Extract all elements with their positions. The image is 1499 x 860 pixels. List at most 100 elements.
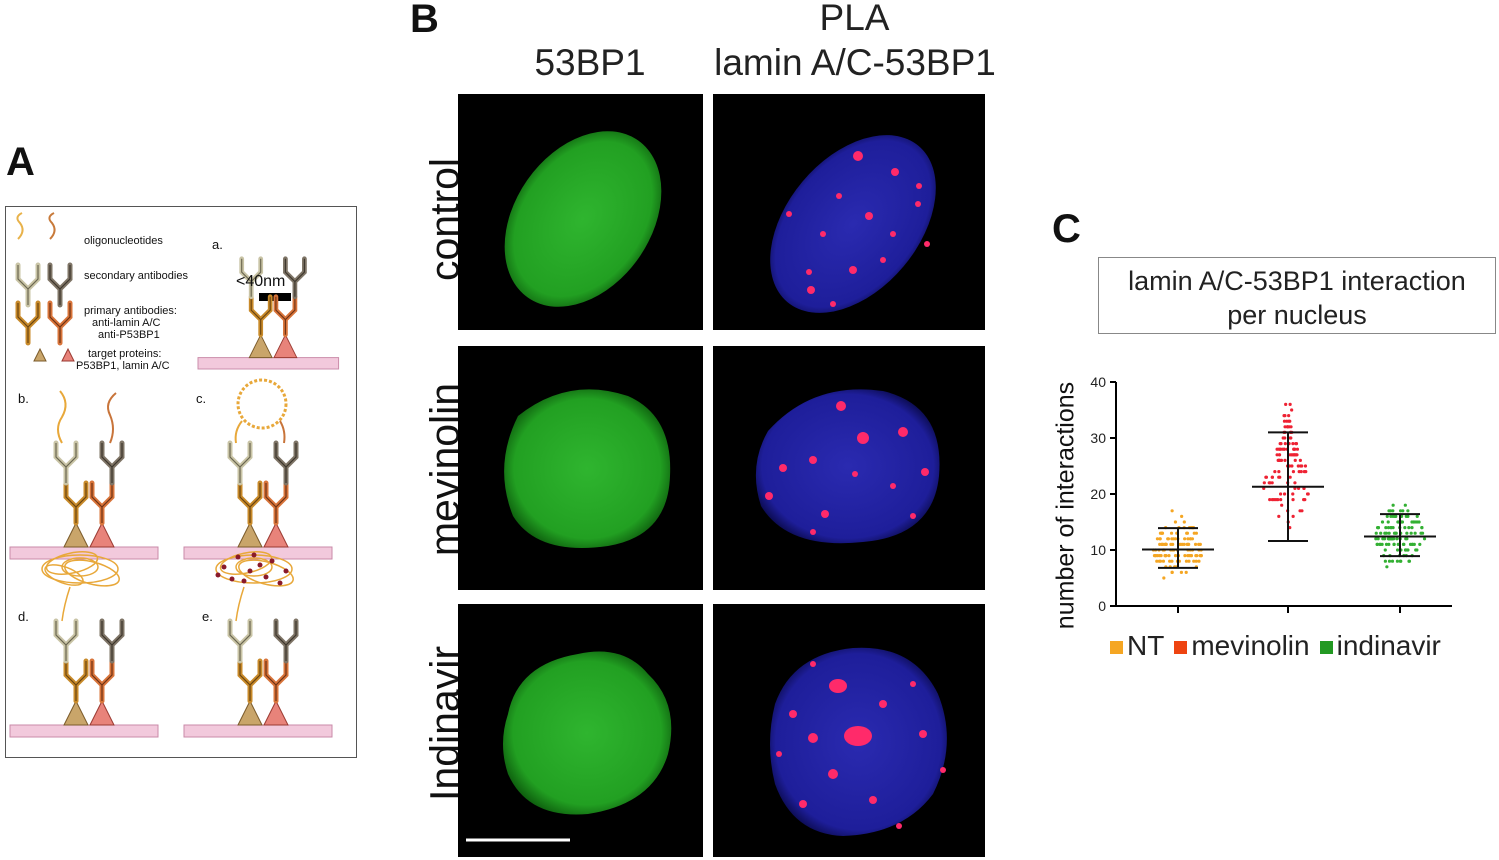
data-point (1420, 526, 1424, 530)
data-point (1402, 542, 1406, 546)
panel-label-a: A (6, 140, 35, 184)
data-point (1187, 559, 1191, 563)
legend-target-names: P53BP1, lamin A/C (76, 360, 170, 372)
data-point (1179, 570, 1184, 574)
column-header-53bp1: 53BP1 (534, 42, 646, 83)
data-point (1268, 498, 1272, 502)
pla-schematic-drawing (6, 212, 356, 757)
data-point (1290, 464, 1294, 468)
data-point (1384, 526, 1388, 530)
data-point (1298, 509, 1302, 513)
data-point (1280, 503, 1284, 507)
data-point (1293, 481, 1297, 485)
data-point (1292, 447, 1296, 451)
data-point (1291, 442, 1295, 446)
data-point (1157, 559, 1161, 563)
data-point (1412, 542, 1416, 546)
data-point (1282, 419, 1287, 423)
data-point (1187, 542, 1191, 546)
data-point (1387, 531, 1391, 535)
data-point (1378, 542, 1382, 546)
step-a-label: a. (212, 237, 223, 252)
data-point (1407, 559, 1411, 563)
data-point (1189, 554, 1194, 558)
data-point (1273, 470, 1277, 474)
data-point (1159, 554, 1163, 558)
data-point (1162, 576, 1166, 580)
data-point (1290, 453, 1294, 457)
data-point (1182, 520, 1186, 524)
legend-label-mevinolin: mevinolin (1191, 630, 1310, 661)
data-point (1170, 570, 1174, 574)
panel-label-c: C (1052, 207, 1081, 251)
data-point (1375, 526, 1380, 530)
data-point (1375, 542, 1380, 546)
data-point (1185, 531, 1190, 535)
data-point (1277, 475, 1281, 479)
micrograph-control-pla (713, 94, 985, 330)
legend-item-mevinolin: mevinolin (1174, 630, 1310, 662)
data-point (1192, 531, 1196, 535)
data-point (1184, 570, 1188, 574)
data-point (1278, 458, 1282, 462)
data-point (1390, 559, 1395, 563)
data-point (1418, 542, 1422, 546)
data-point (1296, 464, 1300, 468)
step-c-label: c. (196, 391, 207, 406)
data-point (1302, 498, 1306, 502)
data-point (1406, 509, 1410, 513)
data-point (1173, 520, 1178, 524)
data-point (1406, 548, 1410, 552)
data-point (1389, 514, 1393, 518)
data-point (1398, 509, 1403, 513)
data-point (1189, 537, 1193, 541)
data-point (1168, 559, 1172, 563)
data-point (1167, 554, 1171, 558)
data-point (1289, 436, 1293, 440)
data-point (1161, 559, 1166, 563)
data-point (1302, 470, 1306, 474)
legend-label-indinavir: indinavir (1336, 630, 1441, 661)
data-point (1186, 537, 1190, 541)
chart-title-line1: lamin A/C-53BP1 interaction (1128, 266, 1466, 296)
legend-swatch-mevinolin (1174, 641, 1188, 655)
data-point (1293, 453, 1298, 457)
data-point (1391, 503, 1395, 507)
data-point (1278, 442, 1282, 446)
y-tick-label: 10 (1090, 542, 1106, 558)
y-axis-label: number of interactions (1051, 381, 1080, 630)
data-point (1384, 542, 1389, 546)
data-point (1287, 414, 1291, 418)
data-point (1291, 492, 1295, 496)
data-point (1293, 458, 1297, 462)
micrograph-mevinolin-pla (713, 346, 985, 590)
legend-target-proteins: target proteins: (88, 348, 162, 360)
data-point (1277, 470, 1281, 474)
data-point (1285, 419, 1289, 423)
data-point (1404, 514, 1408, 518)
legend-anti-p53bp1: anti-P53BP1 (98, 329, 160, 341)
y-tick-label: 0 (1098, 598, 1106, 614)
data-point (1299, 470, 1303, 474)
data-point (1267, 481, 1271, 485)
chart-title-box: lamin A/C-53BP1 interaction per nucleus (1098, 257, 1496, 334)
data-point (1410, 520, 1414, 524)
data-point (1387, 542, 1391, 546)
data-point (1393, 514, 1397, 518)
data-point (1404, 537, 1408, 541)
data-point (1413, 531, 1417, 535)
legend-primary-antibodies: primary antibodies: (84, 305, 177, 317)
chart-legend: NT mevinolin indinavir (1110, 630, 1451, 662)
data-point (1386, 526, 1391, 530)
y-tick-label: 40 (1090, 374, 1106, 390)
column-header-pla: PLA (819, 0, 890, 38)
data-point (1173, 554, 1178, 558)
data-point (1155, 559, 1159, 563)
data-point (1396, 520, 1400, 524)
data-point (1389, 526, 1393, 530)
data-point (1395, 559, 1400, 563)
data-point (1392, 542, 1396, 546)
data-point (1184, 559, 1189, 563)
data-point (1155, 537, 1160, 541)
data-point (1374, 531, 1378, 535)
